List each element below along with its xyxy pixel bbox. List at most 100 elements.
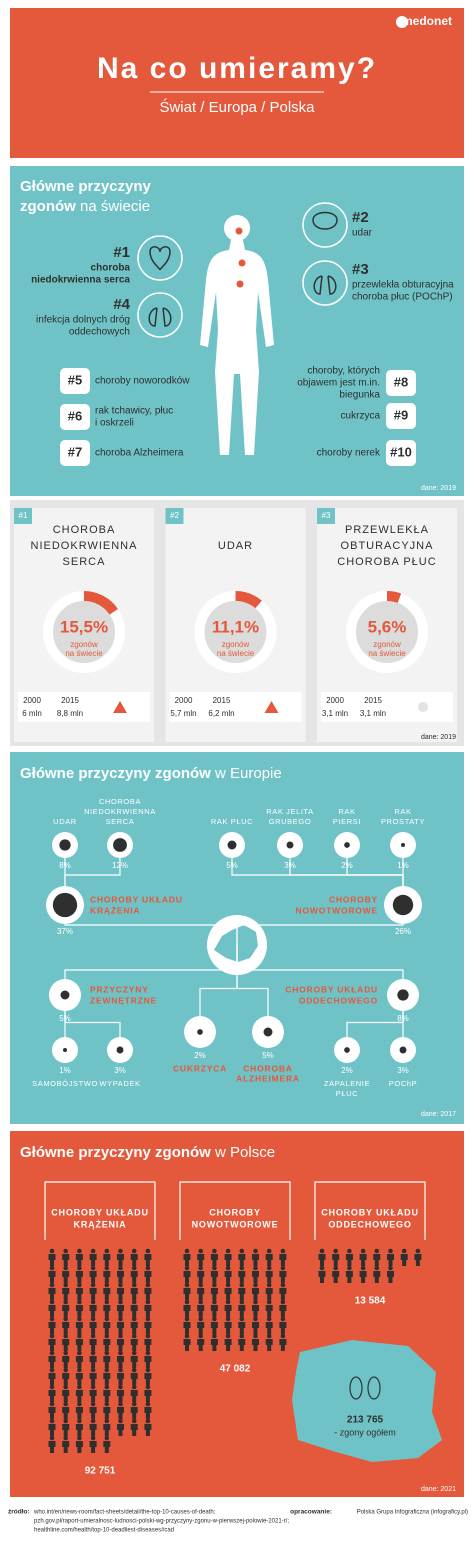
person-head [63,1248,68,1254]
person-body [210,1305,218,1317]
person-icon [238,1333,246,1351]
share-caption: zgonów [373,640,401,649]
node-dot [344,1047,350,1053]
person-body [197,1288,205,1300]
person-head [118,1316,123,1322]
section-title: Główne przyczyny [20,178,152,195]
node-pct: 5% [59,1014,71,1023]
person-head [280,1299,286,1305]
person-icon [238,1299,246,1317]
person-body [265,1339,273,1351]
card-name: PRZEWLEKŁA [345,524,429,536]
person-icon [183,1299,191,1317]
subtitle: Świat / Europa / Polska [159,98,315,116]
person-body [75,1424,83,1436]
person-icon [279,1316,287,1334]
person-icon [359,1265,367,1283]
person-body [62,1288,70,1300]
person-body [75,1373,83,1385]
person-head [184,1265,190,1271]
person-icon [197,1316,205,1334]
person-head [360,1248,366,1254]
title-rest: na świecie [76,198,150,215]
person-head [104,1435,110,1441]
person-head [77,1384,82,1390]
person-icon [373,1248,381,1266]
person-head [77,1333,82,1339]
person-icon [197,1265,205,1283]
person-icon [48,1282,56,1300]
person-icon [62,1316,70,1334]
person-body [117,1305,124,1317]
rank-tag [165,508,184,524]
person-icon [75,1265,83,1283]
person-icon [210,1333,218,1351]
person-head [225,1265,231,1271]
person-body [130,1373,138,1385]
person-head [90,1333,96,1339]
child-name: POChP [389,1079,417,1088]
node-dot [399,1046,407,1054]
person-icon [238,1316,246,1334]
person-head [118,1333,123,1339]
person-body [75,1271,83,1283]
person-head [131,1265,137,1271]
feet-icon [349,1376,381,1400]
node-pct: 1% [59,1066,71,1075]
person-body [252,1322,259,1334]
person-body [130,1339,138,1351]
stats-table [321,692,453,722]
group-name: KRĄŻENIA [74,1219,127,1229]
child-name: PROSTATY [381,817,425,826]
share: 15,5% [60,617,108,636]
person-head [77,1435,82,1441]
person-body [75,1339,83,1351]
poland-map [292,1340,442,1462]
source: dane: 2017 [421,1111,456,1118]
person-body [252,1305,259,1317]
person-head [184,1316,190,1322]
person-icon [48,1401,56,1419]
person-body [48,1271,56,1283]
person-head [104,1248,110,1254]
child-name: RAK PŁUC [211,817,253,826]
node-dot [227,840,237,850]
person-icon [62,1299,70,1317]
person-body [103,1288,111,1300]
source-line: pzh.gov.pl/raport-umieralnosc-ludnosci-p… [34,1519,289,1525]
person-icon [210,1316,218,1334]
person-body [117,1424,124,1436]
person-icon [318,1265,326,1283]
cause: choroba płuc (POChP) [352,292,453,303]
rank-box [60,368,90,394]
cause: choroby, których [307,366,380,377]
node-pct: 2% [341,1066,353,1075]
person-icon [265,1316,273,1334]
person-head [104,1350,110,1356]
person-body [103,1254,111,1266]
cause: choroba Alzheimera [95,448,184,459]
person-head [239,1299,245,1305]
person-body [387,1254,394,1266]
node-dot [401,843,405,847]
organ-dots [235,227,246,288]
child-name: WYPADEK [99,1079,140,1088]
person-head [63,1350,68,1356]
person-icon [332,1248,340,1266]
person-icon [103,1265,111,1283]
person-icon [75,1367,83,1385]
person-icon [62,1367,70,1385]
count: 6,2 mln [208,709,234,718]
person-body [252,1254,259,1266]
person-body [130,1424,138,1436]
person-icon [265,1265,273,1283]
person-head [145,1299,151,1305]
person-body [183,1271,191,1283]
person-head [118,1350,123,1356]
person-body [89,1339,97,1351]
person-head [347,1265,352,1271]
person-body [103,1407,111,1419]
person-head [131,1248,137,1254]
person-body [130,1305,138,1317]
